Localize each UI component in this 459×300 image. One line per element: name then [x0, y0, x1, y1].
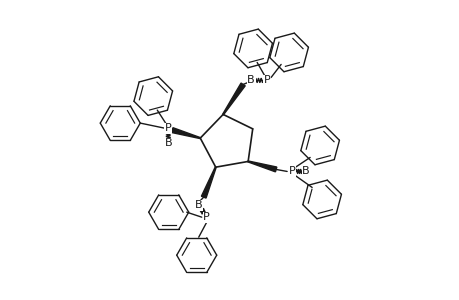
Text: B: B	[302, 167, 309, 176]
Text: B: B	[164, 138, 172, 148]
Text: B: B	[195, 200, 202, 210]
Text: P: P	[288, 167, 295, 176]
Polygon shape	[247, 161, 276, 172]
Polygon shape	[222, 83, 245, 115]
Polygon shape	[171, 128, 200, 139]
Text: P: P	[203, 212, 210, 222]
Text: B: B	[247, 75, 254, 85]
Text: P: P	[164, 123, 171, 133]
Text: P: P	[263, 75, 270, 85]
Polygon shape	[201, 167, 216, 198]
